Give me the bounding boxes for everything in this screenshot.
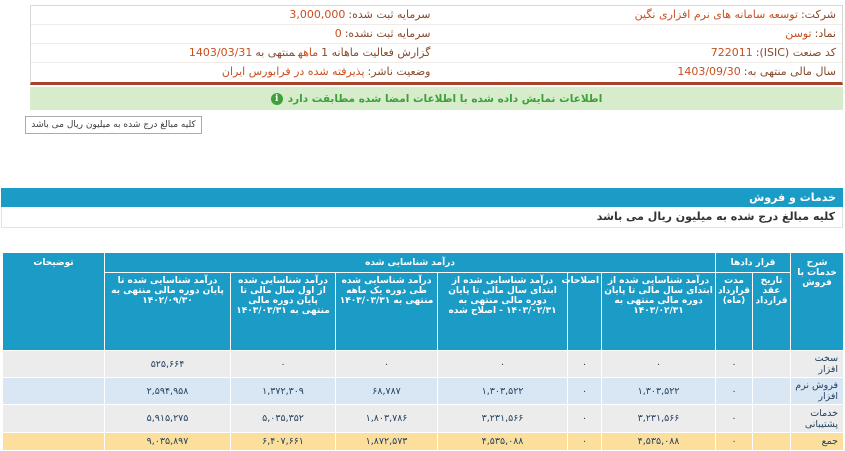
- signature-match-text: اطلاعات نمایش داده شده با اطلاعات امضا ش…: [287, 92, 603, 105]
- table-cell: ۵۲۵,۶۶۴: [103, 350, 232, 378]
- symbol-value: توسن: [785, 27, 812, 40]
- col-header-contract-date: تاریخ عقد قرارداد: [752, 272, 792, 351]
- table-cell: ۳,۲۳۱,۵۶۶: [437, 404, 569, 433]
- table-cell: ۰: [601, 350, 717, 378]
- col-header-revenue-prev-fy: درآمد شناسایی شده تا پایان دوره مالی منت…: [103, 272, 232, 351]
- table-cell: ۹,۰۳۵,۸۹۷: [103, 432, 232, 451]
- company-value: توسعه سامانه های نرم افزاری نگین: [634, 8, 798, 21]
- unregistered-capital-label: سرمایه ثبت نشده:: [344, 27, 431, 40]
- table-cell: [2, 377, 105, 405]
- fiscal-year-value: 1403/09/30: [677, 65, 741, 78]
- units-note-box: کلیه مبالغ درج شده به میلیون ریال می باش…: [25, 116, 202, 134]
- table-cell: ۰: [567, 432, 603, 451]
- report-period-months: ماهه: [298, 46, 319, 59]
- table-row-total: جمع ۰ ۴,۵۳۵,۰۸۸ ۰ ۴,۵۳۵,۰۸۸ ۱,۸۷۲,۵۷۳ ۶,…: [2, 432, 845, 451]
- info-row-industry: کد صنعت (ISIC):722011 گزارش فعالیت ماهان…: [31, 44, 842, 63]
- issuer-status-value: پذیرفته شده در فرابورس ایران: [221, 65, 365, 78]
- report-period-date: 1403/03/31: [188, 46, 253, 59]
- table-cell: [2, 432, 105, 451]
- table-cell: ۶,۴۰۷,۶۶۱: [230, 432, 337, 451]
- group-header-recognized-revenue: درآمد شناسایی شده: [103, 252, 717, 273]
- table-cell: [752, 432, 792, 451]
- table-cell: ۳,۲۳۱,۵۶۶: [601, 404, 717, 433]
- section-header-services-sales: خدمات و فروش: [1, 188, 843, 207]
- isic-value: 722011: [710, 46, 753, 59]
- report-period-label2: منتهی به: [255, 46, 296, 59]
- signature-match-banner: i اطلاعات نمایش داده شده با اطلاعات امضا…: [30, 87, 843, 110]
- col-header-notes: توضیحات: [2, 252, 105, 351]
- report-period-label: گزارش فعالیت ماهانه 1: [321, 46, 431, 59]
- info-icon: i: [270, 92, 283, 105]
- row-label: فروش نرم افزار: [790, 377, 845, 405]
- row-label: خدمات پشتیبانی: [790, 404, 845, 433]
- table-cell: ۰: [567, 404, 603, 433]
- table-cell: [752, 350, 792, 378]
- company-field: شرکت:توسعه سامانه های نرم افزاری نگین: [437, 6, 843, 24]
- issuer-status-field: وضعیت ناشر:پذیرفته شده در فرابورس ایران: [31, 63, 437, 82]
- group-header-row: شرح خدمات با فروش قرار دادها درآمد شناسا…: [2, 252, 845, 351]
- sub-header-row: تاریخ عقد قرارداد مدت قرارداد (ماه) درآم…: [3, 272, 844, 351]
- table-cell: [2, 350, 105, 378]
- table-cell: ۴,۵۳۵,۰۸۸: [437, 432, 569, 451]
- revenue-table: شرح خدمات با فروش قرار دادها درآمد شناسا…: [2, 252, 845, 451]
- table-cell: ۰: [715, 404, 754, 433]
- table-cell: [752, 377, 792, 405]
- table-cell: ۵,۹۱۵,۲۷۵: [103, 404, 232, 433]
- company-label: شرکت:: [800, 8, 836, 21]
- table-cell: ۰: [715, 377, 754, 405]
- info-row-fiscal: سال مالی منتهی به:1403/09/30 وضعیت ناشر:…: [31, 63, 842, 82]
- col-header-description: شرح خدمات با فروش: [790, 252, 845, 351]
- row-label: سخت افزار: [790, 350, 845, 378]
- table-cell: ۰: [567, 350, 603, 378]
- table-cell: ۰: [437, 350, 569, 378]
- table-cell: ۰: [335, 350, 439, 378]
- table-cell: [752, 404, 792, 433]
- info-row-company: شرکت:توسعه سامانه های نرم افزاری نگین سر…: [31, 6, 842, 25]
- col-header-revenue-fy-to-date: درآمد شناسایی شده از اول سال مالی تا پای…: [230, 272, 337, 351]
- col-header-revenue-one-month: درآمد شناسایی شده طی دوره یک ماهه منتهی …: [335, 272, 439, 351]
- registered-capital-label: سرمایه ثبت شده:: [348, 8, 431, 21]
- col-header-contract-months: مدت قرارداد (ماه): [715, 272, 754, 351]
- table-cell: ۰: [567, 377, 603, 405]
- company-info-panel: شرکت:توسعه سامانه های نرم افزاری نگین سر…: [30, 5, 843, 85]
- symbol-field: نماد:توسن: [437, 25, 843, 43]
- isic-field: کد صنعت (ISIC):722011: [437, 44, 843, 62]
- table-cell: ۶۸,۷۸۷: [335, 377, 439, 405]
- isic-label: کد صنعت (ISIC):: [755, 46, 836, 59]
- revenue-table-wrap: شرح خدمات با فروش قرار دادها درآمد شناسا…: [2, 252, 845, 451]
- codal-report-page: شرکت:توسعه سامانه های نرم افزاری نگین سر…: [1, 5, 845, 451]
- unregistered-capital-field: سرمایه ثبت نشده:0: [31, 25, 437, 43]
- symbol-label: نماد:: [814, 27, 836, 40]
- fiscal-year-field: سال مالی منتهی به:1403/09/30: [437, 63, 843, 82]
- table-cell: ۱,۸۰۳,۷۸۶: [335, 404, 439, 433]
- table-cell: ۵,۰۳۵,۳۵۲: [230, 404, 337, 433]
- row-label: جمع: [790, 432, 845, 451]
- table-cell: ۱,۳۷۲,۳۰۹: [230, 377, 337, 405]
- col-header-revenue-to-prior-month: درآمد شناسایی شده از ابتدای سال مالی تا …: [601, 272, 717, 351]
- table-cell: ۰: [230, 350, 337, 378]
- table-cell: ۰: [715, 350, 754, 378]
- registered-capital-field: سرمایه ثبت شده:3,000,000: [31, 6, 437, 24]
- units-note-row: کلیه مبالغ درج شده به میلیون ریال می باش…: [1, 207, 843, 228]
- col-header-revenue-to-prior-month-adjusted: درآمد شناسایی شده از ابتدای سال مالی تا …: [437, 272, 569, 351]
- col-header-adjustments: اصلاحات: [562, 272, 603, 351]
- unregistered-capital-value: 0: [334, 27, 342, 40]
- table-cell: ۱,۳۰۳,۵۲۲: [437, 377, 569, 405]
- registered-capital-value: 3,000,000: [289, 8, 346, 21]
- table-cell: ۱,۸۷۲,۵۷۳: [335, 432, 439, 451]
- issuer-status-label: وضعیت ناشر:: [367, 65, 431, 78]
- group-header-contracts: قرار دادها: [715, 252, 792, 273]
- table-cell: ۱,۳۰۳,۵۲۲: [601, 377, 717, 405]
- report-period-field: گزارش فعالیت ماهانه 1ماههمنتهی به1403/03…: [31, 44, 437, 62]
- table-row-hardware: سخت افزار ۰ ۰ ۰ ۰ ۰ ۰ ۵۲۵,۶۶۴: [2, 350, 845, 378]
- info-row-symbol: نماد:توسن سرمایه ثبت نشده:0: [31, 25, 842, 44]
- table-cell: ۲,۵۹۴,۹۵۸: [103, 377, 232, 405]
- table-cell: ۰: [715, 432, 754, 451]
- table-cell: ۴,۵۳۵,۰۸۸: [601, 432, 717, 451]
- table-row-support-services: خدمات پشتیبانی ۰ ۳,۲۳۱,۵۶۶ ۰ ۳,۲۳۱,۵۶۶ ۱…: [2, 404, 845, 433]
- fiscal-year-label: سال مالی منتهی به:: [743, 65, 836, 78]
- table-row-software-sales: فروش نرم افزار ۰ ۱,۳۰۳,۵۲۲ ۰ ۱,۳۰۳,۵۲۲ ۶…: [2, 377, 845, 405]
- table-cell: [2, 404, 105, 433]
